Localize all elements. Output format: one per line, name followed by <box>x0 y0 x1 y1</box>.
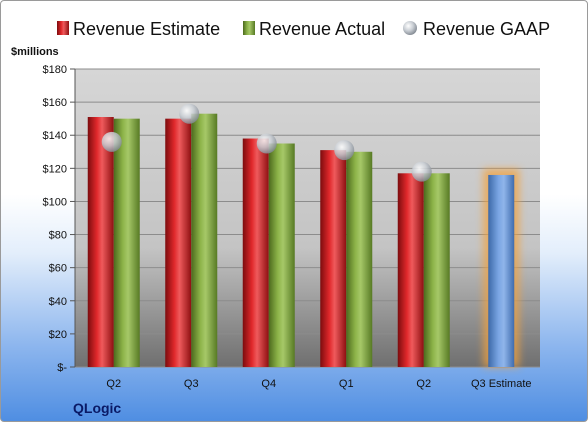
bar-revenue-estimate <box>397 173 424 367</box>
legend-actual-label: Revenue Actual <box>259 19 385 39</box>
legend-actual-swatch <box>243 21 255 35</box>
gridlines <box>75 68 540 368</box>
x-tick-label: Q2 <box>416 378 431 390</box>
legend: Revenue Estimate Revenue Actual Revenue … <box>57 19 550 39</box>
y-tick-label: $120 <box>43 163 67 175</box>
bar-revenue-estimate <box>87 117 114 367</box>
y-tick-label: $140 <box>43 130 67 142</box>
y-tick-label: $160 <box>43 97 67 109</box>
bar-revenue-actual <box>113 118 140 368</box>
axes: $- $20 $40 $60 $80 $100 $120 $140 $160 $180 Q2 Q3 Q4… <box>43 64 532 390</box>
bar-revenue-estimate <box>320 150 347 367</box>
bar-revenue-actual <box>268 143 295 367</box>
y-tick-label: $40 <box>49 296 67 308</box>
legend-estimate-label: Revenue Estimate <box>73 19 220 39</box>
legend-gaap-marker <box>403 21 417 35</box>
legend-estimate-swatch <box>57 21 69 35</box>
plot-area <box>75 69 540 367</box>
point-revenue-gaap <box>101 131 122 152</box>
y-tick-label: $180 <box>43 64 67 76</box>
y-tick-label: $100 <box>43 196 67 208</box>
y-axis-unit-label: $millions <box>11 46 59 58</box>
point-revenue-gaap <box>334 140 355 161</box>
x-tick-label: Q3 Estimate <box>471 378 532 390</box>
x-tick-label: Q3 <box>184 378 199 390</box>
bar-revenue-actual <box>423 173 450 367</box>
y-tick-label: $60 <box>49 263 67 275</box>
y-tick-label: $- <box>57 362 67 374</box>
y-tick-label: $20 <box>49 329 67 341</box>
point-revenue-gaap <box>411 161 432 182</box>
point-revenue-gaap <box>179 103 200 124</box>
x-tick-label: Q4 <box>261 378 276 390</box>
x-tick-label: Q2 <box>106 378 121 390</box>
gaap-markers <box>101 103 432 182</box>
bar-revenue-estimate-forecast <box>488 174 515 367</box>
legend-gaap-label: Revenue GAAP <box>423 19 550 39</box>
y-tick-label: $80 <box>49 230 67 242</box>
bar-revenue-estimate <box>165 118 192 368</box>
bar-revenue-actual <box>346 151 373 367</box>
x-tick-label: Q1 <box>339 378 354 390</box>
bar-revenue-actual <box>191 113 218 367</box>
bars <box>87 113 520 368</box>
bar-revenue-estimate <box>242 138 269 367</box>
point-revenue-gaap <box>256 133 277 154</box>
company-name: QLogic <box>73 400 121 416</box>
